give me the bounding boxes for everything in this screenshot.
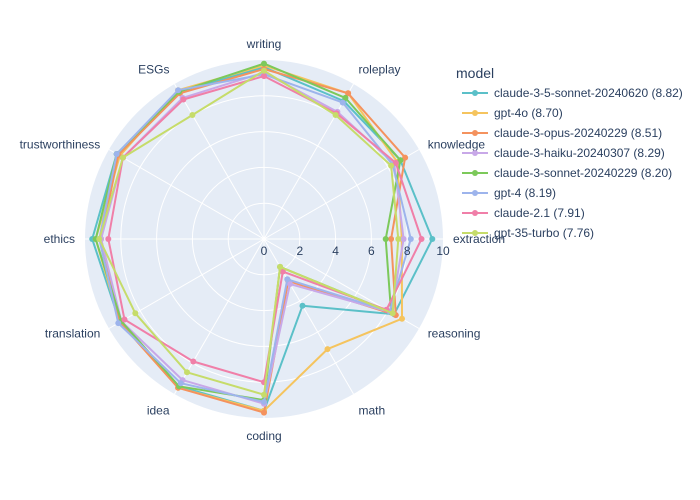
data-point[interactable] [261,73,267,80]
data-point[interactable] [105,236,112,242]
data-point[interactable] [132,310,139,317]
legend-label: gpt-35-turbo (7.76) [494,226,594,240]
data-point[interactable] [429,236,436,242]
data-point[interactable] [180,96,187,103]
legend-title: model [456,65,494,81]
legend-item[interactable]: gpt-35-turbo (7.76) [462,226,594,240]
legend-swatch-marker [472,170,478,176]
radial-tick-label: 0 [261,244,268,258]
radial-tick-label: 4 [332,244,339,258]
legend-label: claude-3-opus-20240229 (8.51) [494,126,662,140]
data-point[interactable] [261,67,267,74]
data-point[interactable] [397,157,404,164]
data-point[interactable] [284,276,291,283]
data-point[interactable] [175,87,182,94]
radial-ticks: 0 2 4 6 8 10 [261,244,450,258]
data-point[interactable] [115,320,122,327]
radial-tick-label: 10 [436,244,450,258]
category-label: idea [147,404,170,418]
data-point[interactable] [261,398,267,405]
legend-label: gpt-4 (8.19) [494,186,556,200]
data-point[interactable] [261,60,267,67]
data-point[interactable] [279,268,286,275]
series-group [89,60,436,416]
radial-tick-label: 2 [296,244,303,258]
legend-swatch-marker [472,110,478,116]
category-labels: writing roleplay knowledge extraction reason… [20,37,505,443]
data-point[interactable] [324,346,331,353]
legend-item[interactable]: claude-2.1 (7.91) [462,206,585,220]
grid-spoke [108,149,265,240]
legend-label: claude-3-sonnet-20240229 (8.20) [494,166,672,180]
data-point[interactable] [418,236,425,242]
category-label: reasoning [428,327,481,341]
data-point[interactable] [190,358,197,365]
legend-label: gpt-4o (8.70) [494,106,563,120]
legend-item[interactable]: gpt-4o (8.70) [462,106,563,120]
data-point[interactable] [261,409,267,416]
data-point[interactable] [287,281,293,287]
data-point[interactable] [399,315,405,322]
data-point[interactable] [389,310,396,317]
category-label: translation [45,327,100,341]
data-point[interactable] [121,316,128,323]
category-label: knowledge [428,138,486,152]
data-point[interactable] [184,369,190,376]
data-point[interactable] [392,159,399,166]
category-label: extraction [453,232,505,246]
data-point[interactable] [402,154,409,161]
legend: model claude-3-5-sonnet-20240620 (8.82) g… [456,65,683,240]
legend-item[interactable]: claude-3-opus-20240229 (8.51) [462,126,662,140]
legend-label: claude-2.1 (7.91) [494,206,585,220]
category-label: ethics [44,232,75,246]
data-point[interactable] [177,380,184,387]
data-point[interactable] [400,236,407,242]
category-label: roleplay [359,62,401,76]
legend-swatch-marker [472,190,478,196]
category-label: writing [246,37,282,51]
legend-swatch-marker [472,130,478,136]
grid-spoke [174,238,265,395]
data-point[interactable] [332,112,339,118]
data-point[interactable] [189,112,196,118]
category-label: trustworthiness [20,138,101,152]
radial-tick-label: 6 [368,244,375,258]
legend-swatch-marker [472,90,478,96]
data-point[interactable] [261,391,267,398]
data-point[interactable] [113,151,120,157]
data-point[interactable] [395,236,402,242]
data-point[interactable] [96,236,103,242]
data-point[interactable] [339,99,346,106]
legend-item[interactable]: claude-3-sonnet-20240229 (8.20) [462,166,672,180]
category-label: coding [246,429,281,443]
legend-item[interactable]: claude-3-5-sonnet-20240620 (8.82) [462,86,683,100]
data-point[interactable] [342,94,349,101]
legend-item[interactable]: claude-3-haiku-20240307 (8.29) [462,146,665,160]
legend-swatch-marker [472,210,478,216]
legend-swatch-marker [472,150,478,156]
legend-swatch-marker [472,230,478,236]
data-point[interactable] [119,154,126,161]
data-point[interactable] [345,90,352,97]
legend-label: claude-3-haiku-20240307 (8.29) [494,146,665,160]
data-point[interactable] [382,236,389,242]
series-7 [96,67,402,398]
data-point[interactable] [299,302,306,309]
category-label: ESGs [138,62,169,76]
data-point[interactable] [388,162,395,169]
radial-tick-label: 8 [404,244,411,258]
data-point[interactable] [407,236,414,242]
grid-spoke [174,83,265,240]
legend-item[interactable]: gpt-4 (8.19) [462,186,556,200]
data-point[interactable] [388,236,395,242]
data-point[interactable] [277,263,284,270]
category-label: math [359,404,386,418]
legend-label: claude-3-5-sonnet-20240620 (8.82) [494,86,683,100]
